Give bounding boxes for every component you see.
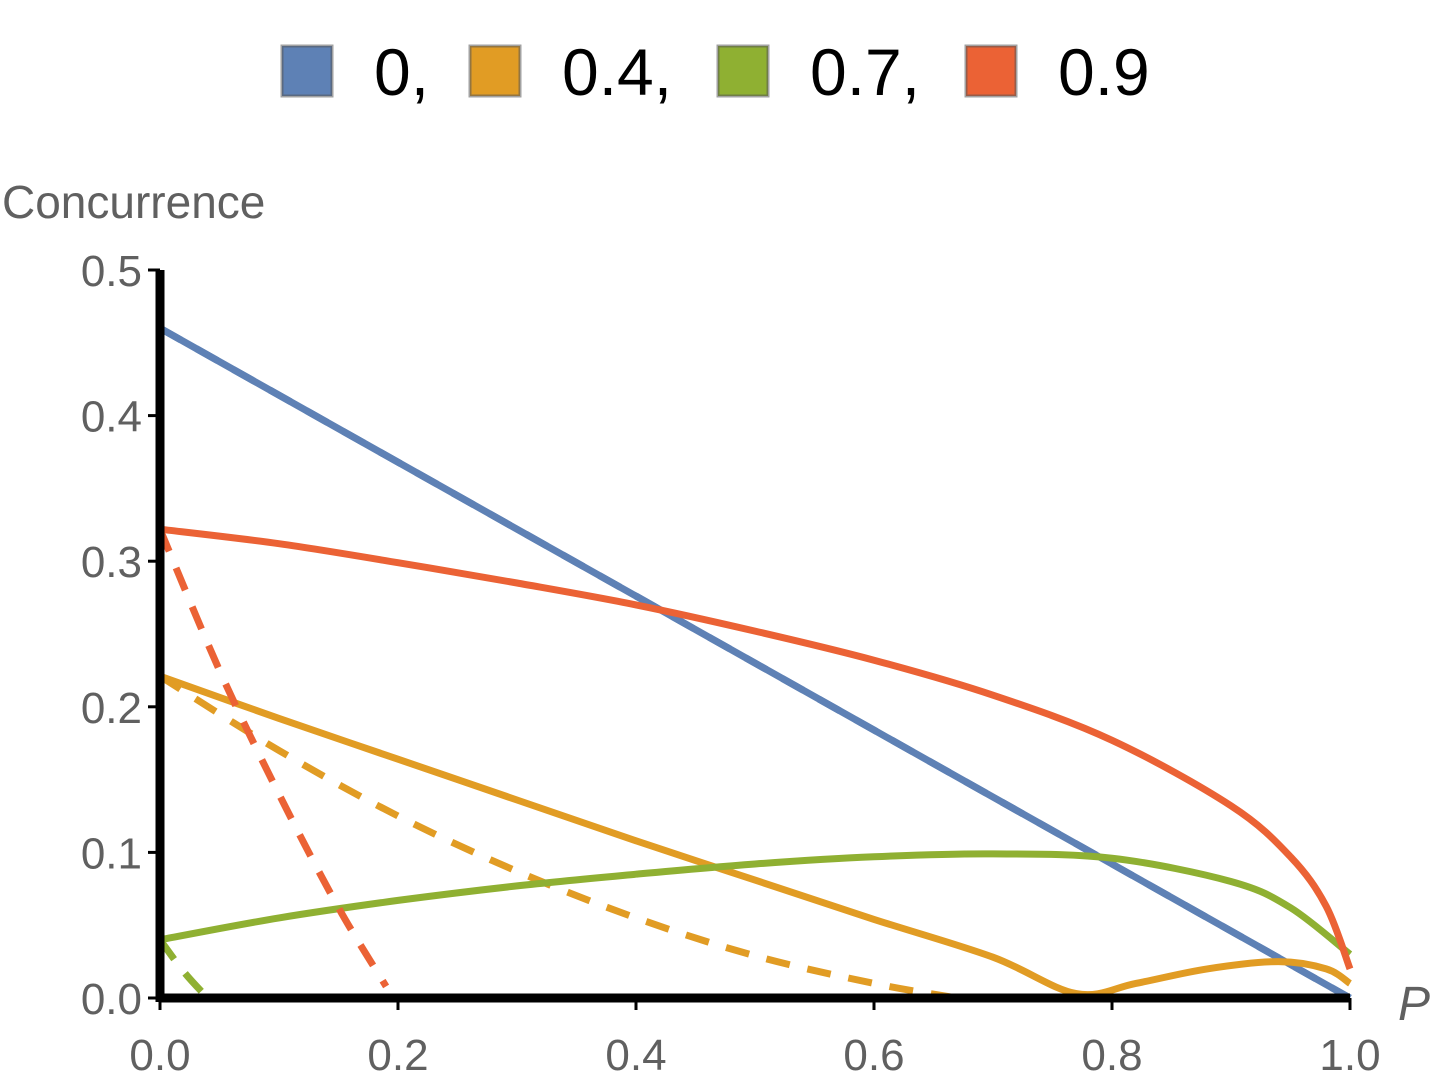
y-tick-label: 0.0 bbox=[81, 975, 142, 1024]
series-line-2 bbox=[158, 672, 1352, 999]
y-tick-label: 0.3 bbox=[81, 538, 142, 587]
y-tick-label: 0.5 bbox=[81, 247, 142, 296]
series-line-3 bbox=[158, 673, 958, 1002]
axes bbox=[155, 270, 1350, 1003]
legend-swatch bbox=[964, 44, 1018, 98]
series-line-7 bbox=[156, 527, 390, 989]
legend-swatch bbox=[716, 44, 770, 98]
legend-label: 0.7, bbox=[810, 35, 920, 109]
tick-labels: 0.0 0.2 0.4 0.6 0.8 1.0 0.0 0.1 0.2 0.3 0.4 0.5 bbox=[81, 247, 1381, 1080]
series-layer bbox=[156, 325, 1354, 1002]
legend-swatch bbox=[468, 44, 522, 98]
legend: 0, 0.4, 0.7, 0.9 bbox=[280, 35, 1150, 109]
x-tick-label: 1.0 bbox=[1319, 1031, 1380, 1080]
y-tick-label: 0.1 bbox=[81, 829, 142, 878]
x-tick-label: 0.0 bbox=[129, 1031, 190, 1080]
y-axis-label: Concurrence bbox=[2, 176, 265, 228]
y-tick-label: 0.4 bbox=[81, 393, 142, 442]
x-tick-label: 0.6 bbox=[843, 1031, 904, 1080]
series-line-5 bbox=[157, 937, 211, 1001]
legend-label: 0.4, bbox=[562, 35, 672, 109]
series-line-1 bbox=[158, 325, 1352, 1002]
x-tick-label: 0.8 bbox=[1081, 1031, 1142, 1080]
x-tick-label: 0.2 bbox=[367, 1031, 428, 1080]
series-line-6 bbox=[159, 525, 1354, 971]
series-line-4 bbox=[159, 850, 1353, 958]
legend-label: 0, bbox=[374, 35, 429, 109]
legend-swatch bbox=[280, 44, 334, 98]
x-tick-label: 0.4 bbox=[605, 1031, 666, 1080]
x-axis-label: P bbox=[1398, 978, 1430, 1031]
legend-label: 0.9 bbox=[1058, 35, 1150, 109]
y-tick-label: 0.2 bbox=[81, 684, 142, 733]
